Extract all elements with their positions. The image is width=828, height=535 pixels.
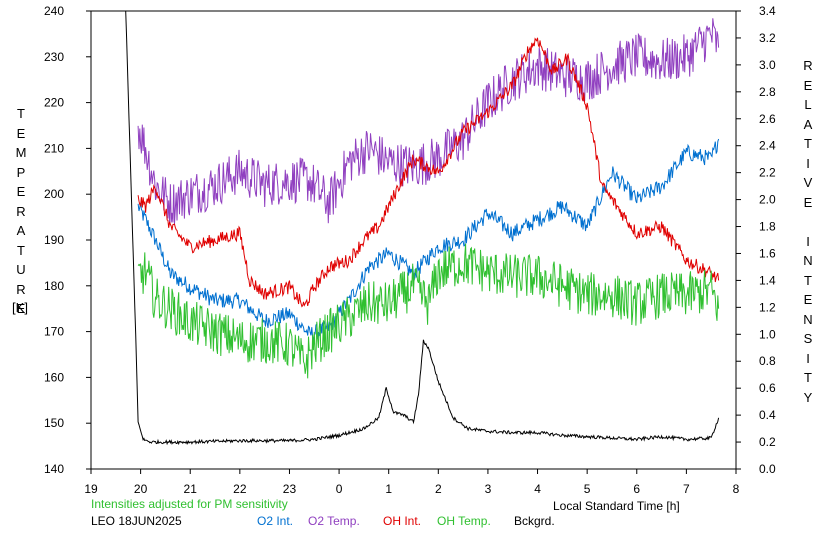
x-tick-label: 23 <box>283 482 297 496</box>
footnote: Intensities adjusted for PM sensitivity <box>91 497 288 511</box>
x-tick-label: 20 <box>134 482 148 496</box>
series-o2-temp-line <box>137 18 720 224</box>
left-tick-label: 220 <box>44 96 64 110</box>
x-tick-label: 1 <box>385 482 392 496</box>
legend-entry: O2 Temp. <box>308 514 360 528</box>
series-o2-int-line <box>137 138 720 341</box>
legend-entry: OH Int. <box>383 514 422 528</box>
right-axis-ticks: 0.0 0.2 0.4 0.6 0.8 1.0 1.2 1.4 1.6 1.8 2.0 2.2 2.4 2… <box>736 4 776 476</box>
x-tick-label: 8 <box>733 482 740 496</box>
left-axis-title: T E M P E R A T U R E <box>15 106 27 316</box>
right-tick-label: 2.0 <box>759 193 776 207</box>
left-tick-label: 160 <box>44 370 64 384</box>
left-axis-unit: [K] <box>12 300 28 315</box>
right-tick-label: 0.2 <box>759 435 776 449</box>
right-tick-label: 3.2 <box>759 31 776 45</box>
right-tick-label: 1.2 <box>759 300 776 314</box>
legend-entry: Bckgrd. <box>514 514 555 528</box>
x-tick-label: 2 <box>435 482 442 496</box>
x-tick-label: 6 <box>633 482 640 496</box>
right-tick-label: 2.2 <box>759 166 776 180</box>
left-tick-label: 200 <box>44 187 64 201</box>
left-tick-label: 230 <box>44 50 64 64</box>
right-tick-label: 0.6 <box>759 381 776 395</box>
x-tick-label: 4 <box>534 482 541 496</box>
series-oh-int-line <box>137 37 720 308</box>
series-bckgrd-line <box>125 10 720 446</box>
plot-frame <box>90 10 737 470</box>
right-tick-label: 0.4 <box>759 408 776 422</box>
x-tick-label: 0 <box>336 482 343 496</box>
right-tick-label: 0.8 <box>759 354 776 368</box>
right-tick-label: 1.8 <box>759 220 776 234</box>
x-axis-title: Local Standard Time [h] <box>553 499 680 513</box>
x-tick-label: 21 <box>184 482 198 496</box>
series-oh-temp-line <box>137 243 720 379</box>
right-tick-label: 2.6 <box>759 112 776 126</box>
series-layer <box>125 10 720 446</box>
right-tick-label: 2.4 <box>759 139 776 153</box>
right-tick-label: 1.4 <box>759 273 776 287</box>
right-tick-label: 1.6 <box>759 246 776 260</box>
x-tick-label: 19 <box>84 482 98 496</box>
x-tick-label: 22 <box>233 482 247 496</box>
left-tick-label: 150 <box>44 416 64 430</box>
left-tick-label: 140 <box>44 462 64 476</box>
right-tick-label: 2.8 <box>759 85 776 99</box>
x-tick-label: 7 <box>683 482 690 496</box>
x-tick-label: 3 <box>485 482 492 496</box>
right-tick-label: 1.0 <box>759 327 776 341</box>
left-tick-label: 180 <box>44 279 64 293</box>
left-tick-label: 170 <box>44 325 64 339</box>
left-tick-label: 190 <box>44 233 64 247</box>
right-tick-label: 0.0 <box>759 462 776 476</box>
x-tick-label: 5 <box>584 482 591 496</box>
legend-entry: O2 Int. <box>257 514 294 528</box>
station-date-label: LEO 18JUN2025 <box>91 514 182 528</box>
legend-entry: OH Temp. <box>437 514 491 528</box>
x-axis-ticks: 19 20 21 22 23 0 1 2 3 4 5 6 7 8 <box>84 469 740 496</box>
right-axis-title: R E L A T I V E I N T E N S I T Y <box>803 58 813 405</box>
left-tick-label: 210 <box>44 141 64 155</box>
left-tick-label: 240 <box>44 4 64 18</box>
right-tick-label: 3.0 <box>759 58 776 72</box>
right-tick-label: 3.4 <box>759 4 776 18</box>
left-axis-ticks: 140 150 160 170 180 190 200 210 220 230 240 <box>44 4 91 476</box>
